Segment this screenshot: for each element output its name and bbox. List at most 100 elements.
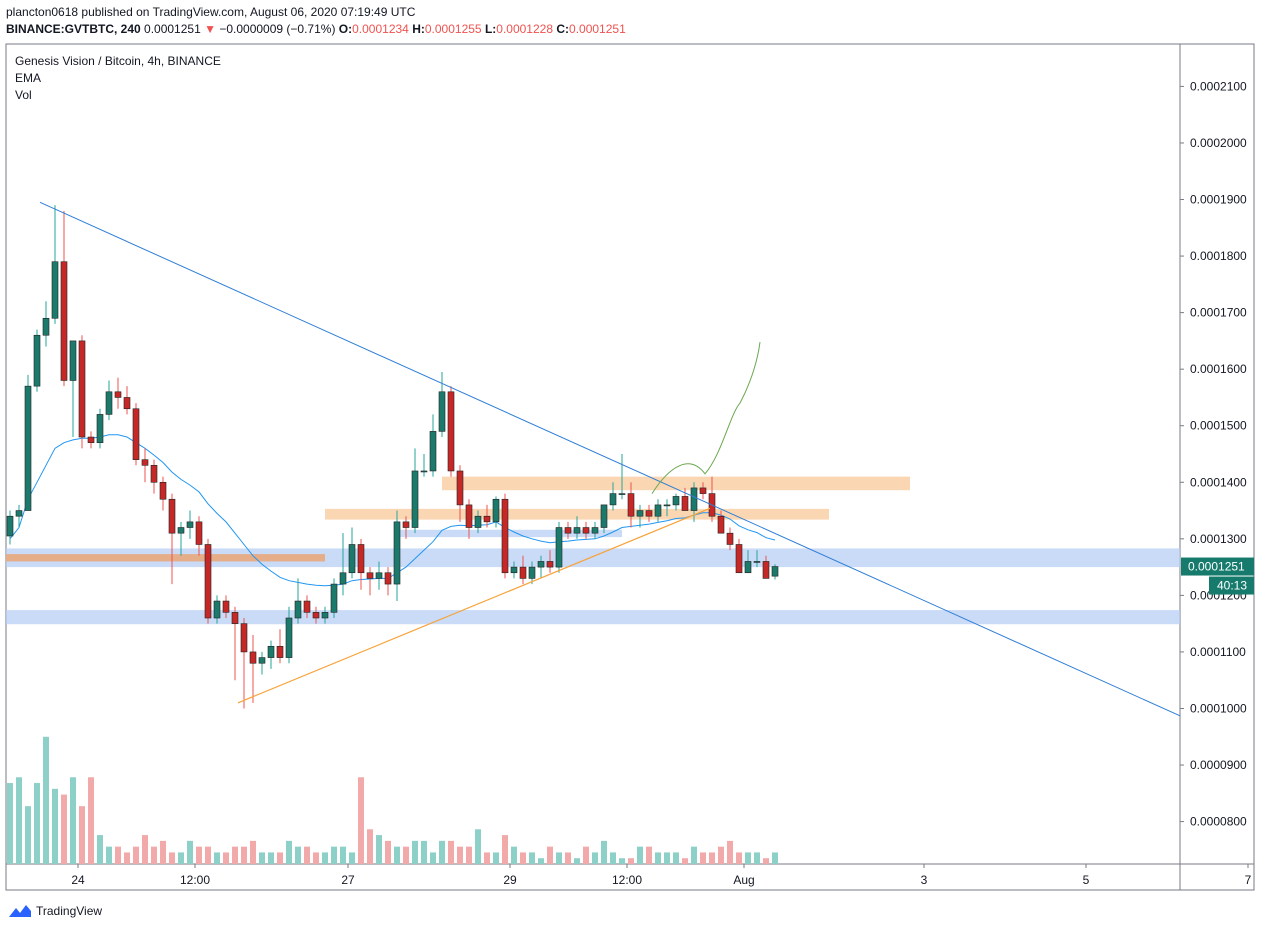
candle (672, 493, 680, 511)
chart-frame (5, 43, 1255, 891)
volume-bar (97, 835, 103, 864)
candle (150, 459, 158, 494)
volume-bar (25, 806, 31, 864)
candle-body (114, 391, 122, 398)
close-label: C: (556, 22, 570, 36)
volume-bar (7, 783, 13, 864)
candle (240, 618, 248, 709)
candle (195, 516, 203, 556)
volume-bar (412, 840, 418, 864)
candle (528, 561, 536, 585)
candle-body (402, 521, 410, 528)
candle (348, 527, 356, 579)
volume-bar (736, 852, 742, 864)
volume-bar (493, 852, 499, 864)
candle-body (258, 657, 266, 664)
legend-vol[interactable]: Vol (15, 88, 32, 102)
candle (69, 340, 77, 438)
high-label: H: (412, 22, 425, 36)
candle-body (636, 510, 644, 517)
time-tick-label: 29 (503, 873, 517, 887)
low-label: L: (484, 22, 497, 36)
candle (438, 372, 446, 438)
candle-body (609, 493, 617, 506)
volume-bar (727, 840, 733, 864)
volume-bar (61, 794, 67, 864)
candle-body (159, 481, 167, 500)
candle-body (24, 385, 32, 511)
volume-bar (772, 852, 778, 864)
volume-bar (628, 858, 634, 864)
volume-bar (376, 835, 382, 864)
volume-bar (169, 852, 175, 864)
publish-info: plancton0618 published on TradingView.co… (6, 5, 416, 19)
candle-body (771, 566, 779, 577)
candle-body (663, 504, 671, 507)
high-value: 0.0001255 (424, 22, 482, 36)
footer-branding[interactable]: TradingView (8, 903, 102, 919)
candle (357, 538, 365, 590)
volume-bar (664, 852, 670, 864)
candle (393, 510, 401, 602)
tradingview-logo-icon (9, 905, 31, 917)
candle-body (267, 645, 275, 658)
volume-bar (277, 852, 283, 864)
open-value: 0.0001234 (352, 22, 409, 36)
volume-bar (304, 846, 310, 864)
price-tick-label: 0.0001800 (1190, 249, 1247, 263)
legend-ema[interactable]: EMA (15, 71, 42, 85)
candle (168, 493, 176, 585)
candle (501, 493, 509, 579)
candle-body (411, 470, 419, 528)
candle-body (240, 623, 248, 653)
chart-legend: Genesis Vision / Bitcoin, 4h, BINANCE EM… (15, 53, 221, 104)
volume-bar (16, 777, 22, 864)
volume-bar (457, 846, 463, 864)
candle-body (366, 572, 374, 579)
volume-bar (196, 846, 202, 864)
resistance-zone-upper (442, 476, 910, 491)
candle-body (141, 459, 149, 466)
candle (87, 431, 95, 449)
volume-bar (286, 840, 292, 864)
candle (258, 651, 266, 675)
candle (600, 504, 608, 534)
candle-body (456, 470, 464, 506)
volume-bar (754, 852, 760, 864)
candle (105, 380, 113, 421)
volume-bar (745, 852, 751, 864)
volume-bar (322, 852, 328, 864)
candle-body (762, 561, 770, 579)
orange-zone-left (6, 554, 325, 562)
volume-bar (421, 840, 427, 864)
candle-body (6, 515, 14, 537)
symbol-name[interactable]: BINANCE:GVTBTC, 240 (6, 22, 141, 36)
candle-body (744, 561, 752, 574)
candle-body (753, 561, 761, 563)
volume-bar (574, 858, 580, 864)
price-tick-label: 0.0000900 (1190, 758, 1247, 772)
candle-body (537, 561, 545, 568)
candle (303, 595, 311, 618)
candle-body (51, 261, 59, 319)
ascending-support-line (237, 507, 711, 704)
volume-bar (241, 846, 247, 864)
candle-body (726, 532, 734, 545)
volume-bar (655, 852, 661, 864)
candle-body (429, 431, 437, 472)
time-tick-label: 3 (921, 873, 928, 887)
price-tick-label: 0.0001400 (1190, 475, 1247, 489)
candle-body (42, 317, 50, 336)
volume-bar (313, 852, 319, 864)
volume-bar (205, 846, 211, 864)
candle (420, 454, 428, 477)
candle (15, 504, 23, 528)
candle (141, 448, 149, 483)
volume-bar (250, 840, 256, 864)
price-tick-label: 0.0001600 (1190, 362, 1247, 376)
candle-body (393, 521, 401, 585)
candle-body (618, 493, 626, 495)
candle-body (627, 493, 635, 517)
candle (564, 521, 572, 539)
